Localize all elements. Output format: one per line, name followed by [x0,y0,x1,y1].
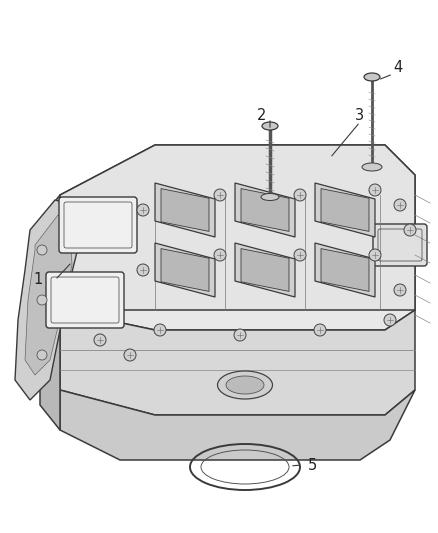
Text: 5: 5 [307,457,317,472]
Circle shape [294,249,306,261]
Ellipse shape [261,193,279,200]
Circle shape [137,204,149,216]
Circle shape [214,249,226,261]
Circle shape [37,350,47,360]
Polygon shape [40,195,60,430]
Circle shape [394,284,406,296]
Polygon shape [25,215,72,375]
Text: 2: 2 [257,108,267,123]
Polygon shape [60,145,415,330]
Circle shape [154,324,166,336]
Circle shape [369,184,381,196]
FancyBboxPatch shape [46,272,124,328]
Polygon shape [155,243,215,297]
Polygon shape [241,189,289,231]
Polygon shape [235,183,295,237]
Polygon shape [321,189,369,231]
Ellipse shape [218,371,272,399]
Polygon shape [15,200,80,400]
Polygon shape [235,243,295,297]
Circle shape [294,189,306,201]
Circle shape [37,295,47,305]
Ellipse shape [362,163,382,171]
Polygon shape [315,183,375,237]
Text: 4: 4 [393,61,403,76]
Text: 3: 3 [356,108,364,123]
Circle shape [234,329,246,341]
Polygon shape [161,248,209,292]
Circle shape [137,264,149,276]
Circle shape [369,249,381,261]
Polygon shape [321,248,369,292]
Polygon shape [60,145,415,310]
Polygon shape [161,189,209,231]
Circle shape [94,334,106,346]
Circle shape [124,349,136,361]
Text: 1: 1 [33,272,42,287]
Ellipse shape [364,73,380,81]
Circle shape [404,224,416,236]
Circle shape [394,199,406,211]
Polygon shape [315,243,375,297]
Circle shape [384,314,396,326]
Ellipse shape [262,122,278,130]
Polygon shape [60,390,415,460]
FancyBboxPatch shape [59,197,137,253]
Polygon shape [155,183,215,237]
Ellipse shape [226,376,264,394]
Polygon shape [60,310,415,415]
Polygon shape [241,248,289,292]
Circle shape [314,324,326,336]
Circle shape [37,245,47,255]
Circle shape [214,189,226,201]
FancyBboxPatch shape [373,224,427,266]
